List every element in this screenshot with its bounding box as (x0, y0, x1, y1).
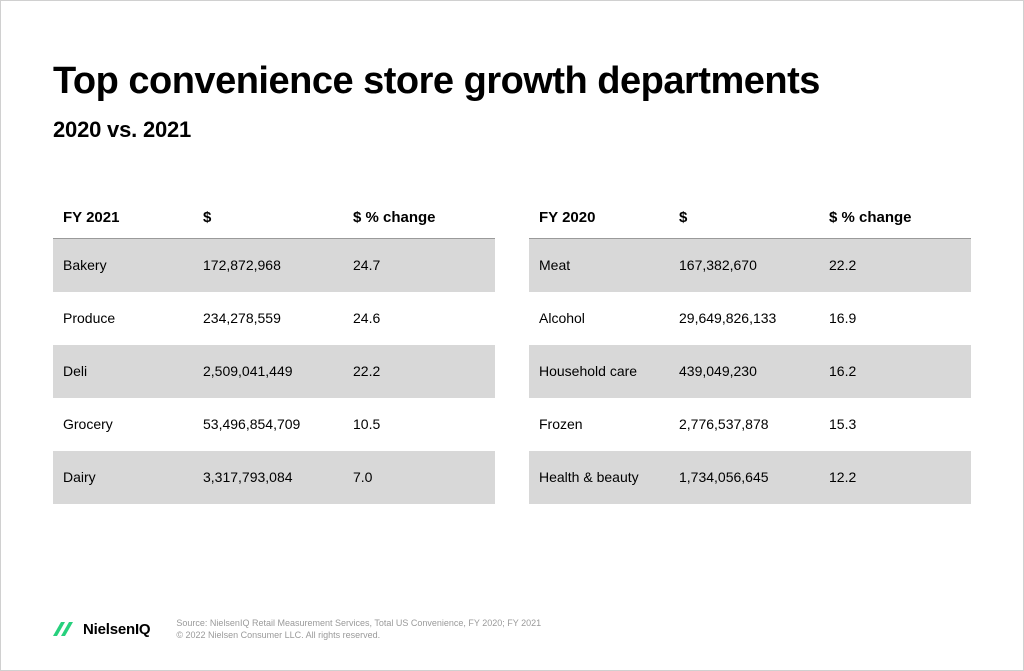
cell-change: 22.2 (829, 257, 971, 273)
table-body: Bakery 172,872,968 24.7 Produce 234,278,… (53, 239, 495, 504)
cell-change: 16.9 (829, 310, 971, 326)
cell-value: 2,509,041,449 (203, 363, 353, 379)
outer-frame: Top convenience store growth departments… (0, 0, 1024, 671)
source-line-2: © 2022 Nielsen Consumer LLC. All rights … (176, 629, 541, 642)
cell-dept: Health & beauty (539, 469, 679, 485)
th-change: $ % change (353, 209, 495, 226)
table-row: Household care 439,049,230 16.2 (529, 345, 971, 398)
tables-container: FY 2021 $ $ % change Bakery 172,872,968 … (53, 209, 971, 504)
cell-change: 15.3 (829, 416, 971, 432)
footer: NielsenIQ Source: NielsenIQ Retail Measu… (53, 617, 971, 642)
cell-dept: Produce (63, 310, 203, 326)
table-row: Bakery 172,872,968 24.7 (53, 239, 495, 292)
table-row: Grocery 53,496,854,709 10.5 (53, 398, 495, 451)
source-text: Source: NielsenIQ Retail Measurement Ser… (176, 617, 541, 642)
cell-value: 234,278,559 (203, 310, 353, 326)
table-row: Produce 234,278,559 24.6 (53, 292, 495, 345)
table-row: Dairy 3,317,793,084 7.0 (53, 451, 495, 504)
table-row: Alcohol 29,649,826,133 16.9 (529, 292, 971, 345)
cell-change: 16.2 (829, 363, 971, 379)
cell-value: 172,872,968 (203, 257, 353, 273)
cell-value: 439,049,230 (679, 363, 829, 379)
table-row: Meat 167,382,670 22.2 (529, 239, 971, 292)
th-value: $ (679, 209, 829, 226)
table-fy2020: FY 2020 $ $ % change Meat 167,382,670 22… (529, 209, 971, 504)
content-panel: Top convenience store growth departments… (9, 9, 1015, 662)
table-row: Health & beauty 1,734,056,645 12.2 (529, 451, 971, 504)
nielseniq-logo-text: NielsenIQ (83, 621, 150, 638)
cell-dept: Household care (539, 363, 679, 379)
table-header: FY 2021 $ $ % change (53, 209, 495, 239)
cell-dept: Deli (63, 363, 203, 379)
source-line-1: Source: NielsenIQ Retail Measurement Ser… (176, 617, 541, 630)
table-fy2021: FY 2021 $ $ % change Bakery 172,872,968 … (53, 209, 495, 504)
cell-value: 3,317,793,084 (203, 469, 353, 485)
page-title: Top convenience store growth departments (53, 61, 971, 103)
page-subtitle: 2020 vs. 2021 (53, 117, 971, 143)
cell-dept: Frozen (539, 416, 679, 432)
th-period: FY 2021 (63, 209, 203, 226)
th-period: FY 2020 (539, 209, 679, 226)
cell-value: 167,382,670 (679, 257, 829, 273)
table-row: Deli 2,509,041,449 22.2 (53, 345, 495, 398)
cell-change: 10.5 (353, 416, 495, 432)
cell-value: 53,496,854,709 (203, 416, 353, 432)
th-value: $ (203, 209, 353, 226)
cell-change: 24.6 (353, 310, 495, 326)
th-change: $ % change (829, 209, 971, 226)
cell-dept: Meat (539, 257, 679, 273)
nielseniq-logo-icon (53, 618, 77, 641)
cell-change: 22.2 (353, 363, 495, 379)
table-header: FY 2020 $ $ % change (529, 209, 971, 239)
cell-value: 2,776,537,878 (679, 416, 829, 432)
cell-value: 29,649,826,133 (679, 310, 829, 326)
table-body: Meat 167,382,670 22.2 Alcohol 29,649,826… (529, 239, 971, 504)
cell-value: 1,734,056,645 (679, 469, 829, 485)
cell-change: 12.2 (829, 469, 971, 485)
cell-dept: Dairy (63, 469, 203, 485)
table-row: Frozen 2,776,537,878 15.3 (529, 398, 971, 451)
cell-dept: Alcohol (539, 310, 679, 326)
cell-dept: Bakery (63, 257, 203, 273)
cell-change: 24.7 (353, 257, 495, 273)
cell-change: 7.0 (353, 469, 495, 485)
cell-dept: Grocery (63, 416, 203, 432)
nielseniq-logo: NielsenIQ (53, 618, 150, 641)
